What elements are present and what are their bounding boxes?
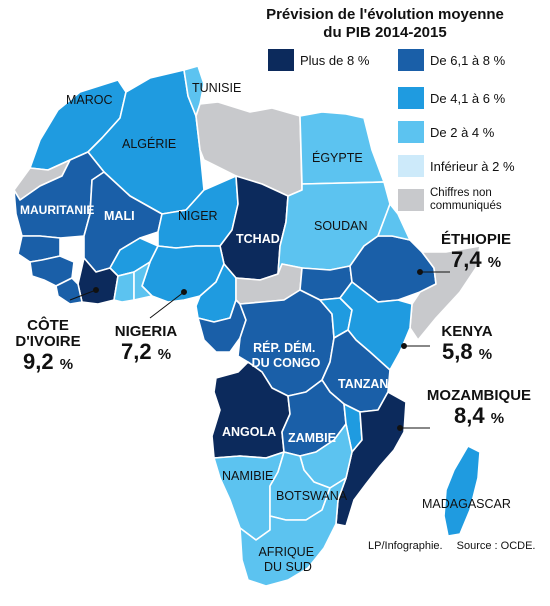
callout-kenya-value: 5,8 % (441, 339, 493, 364)
legend-item-c6-8: De 6,1 à 8 % (398, 48, 505, 72)
leader-cote-ivoire (69, 289, 97, 301)
label-namibie: NAMIBIE (222, 469, 273, 483)
legend-swatch-lt2 (398, 155, 424, 177)
legend-swatch-c2-4 (398, 121, 424, 143)
callout-ethiopie-name: ÉTHIOPIE (440, 231, 511, 248)
label-angola: ANGOLA (222, 425, 276, 439)
source-line: LP/Infographie. Source : OCDE. (368, 540, 549, 552)
region-benin[interactable] (133, 261, 153, 301)
leader-dot-cote-ivoire (93, 287, 99, 293)
label-zambie: ZAMBIE (288, 431, 336, 445)
callout-kenya-name: KENYA (441, 323, 493, 340)
callout-ethiopie: ÉTHIOPIE 7,4 % (424, 232, 528, 275)
label-tchad: TCHAD (236, 232, 280, 246)
legend-item-c2-4: De 2 à 4 % (398, 120, 494, 144)
label-mauritanie: MAURITANIE (20, 203, 94, 217)
legend-label-c6-8: De 6,1 à 8 % (430, 52, 506, 68)
legend-label-gt8: Plus de 8 % (300, 52, 370, 68)
label-mali: MALI (104, 209, 135, 223)
label-maroc: MAROC (66, 93, 113, 107)
label-niger: NIGER (178, 209, 218, 223)
callout-cote-ivoire-value: 9,2 % (22, 349, 74, 374)
label-botswana: BOTSWANA (276, 489, 348, 503)
callout-cote-ivoire-name-1: CÔTE (27, 317, 69, 334)
label-soudan: SOUDAN (314, 219, 367, 233)
label-tanzanie: TANZANIE (338, 377, 400, 391)
label-algerie: ALGÉRIE (122, 136, 176, 151)
leader-dot-nigeria (181, 289, 187, 295)
region-madagascar[interactable] (443, 445, 481, 537)
leader-dot-mozambique (397, 425, 403, 431)
label-egypte: ÉGYPTE (312, 150, 363, 165)
legend-item-gt8: Plus de 8 % (268, 48, 369, 72)
credit-text: LP/Infographie. (368, 540, 443, 552)
leader-dot-kenya (401, 343, 407, 349)
callout-kenya: KENYA 5,8 % (430, 324, 504, 367)
legend-swatch-c6-8 (398, 49, 424, 71)
label-madagascar: MADAGASCAR (422, 497, 511, 511)
label-afrique-du-sud: AFRIQUE DU SUD (258, 545, 317, 574)
leader-dot-ethiopie (417, 269, 423, 275)
legend-label-c4-6: De 4,1 à 6 % (430, 90, 506, 106)
legend-swatch-c4-6 (398, 87, 424, 109)
legend-label-lt2: Inférieur à 2 % (430, 158, 515, 174)
region-ghana[interactable] (113, 271, 135, 303)
title-line-1: Prévision de l'évolution moyenne (266, 6, 504, 23)
callout-mozambique: MOZAMBIQUE 8,4 % (420, 388, 538, 431)
callout-mozambique-value: 8,4 % (453, 403, 505, 428)
region-eritrea[interactable] (377, 203, 411, 241)
leader-nigeria (149, 291, 185, 319)
callout-nigeria: NIGERIA 7,2 % (104, 324, 188, 367)
title-line-2: du PIB 2014-2015 (323, 24, 447, 41)
callout-mozambique-name: MOZAMBIQUE (426, 387, 532, 404)
label-tunisie: TUNISIE (192, 81, 241, 95)
legend-item-c4-6: De 4,1 à 6 % (398, 86, 505, 110)
callout-nigeria-value: 7,2 % (120, 339, 172, 364)
callout-ethiopie-value: 7,4 % (450, 247, 502, 272)
legend-item-na: Chiffres non communiqués (398, 187, 550, 212)
label-rdc: RÉP. DÉM. DU CONGO (252, 340, 321, 370)
callout-cote-ivoire-name-2: D'IVOIRE (15, 333, 81, 350)
callout-cote-ivoire: CÔTE D'IVOIRE 9,2 % (8, 318, 88, 377)
map-title: Prévision de l'évolution moyenne du PIB … (250, 6, 520, 42)
region-afrique-du-sud[interactable] (239, 477, 347, 587)
region-egypte[interactable] (299, 111, 385, 185)
legend-label-na: Chiffres non communiqués (430, 187, 502, 212)
legend-swatch-gt8 (268, 49, 294, 71)
legend-label-c2-4: De 2 à 4 % (430, 124, 495, 140)
region-somalie[interactable] (409, 245, 481, 341)
callout-nigeria-name: NIGERIA (114, 323, 178, 340)
legend-swatch-na (398, 189, 424, 211)
legend-item-lt2: Inférieur à 2 % (398, 154, 515, 178)
source-text: Source : OCDE. (456, 540, 536, 552)
